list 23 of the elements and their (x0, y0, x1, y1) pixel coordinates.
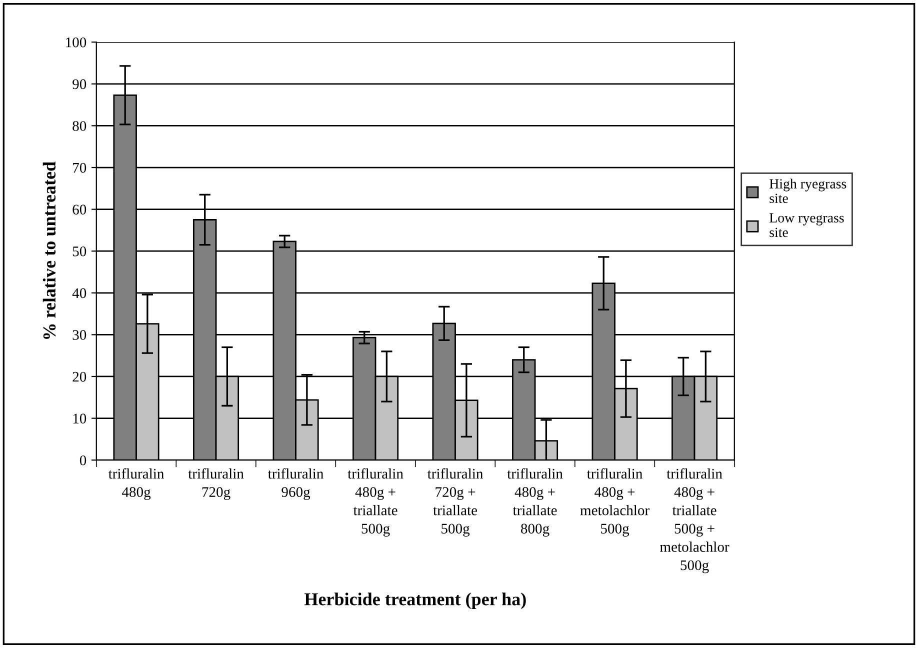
y-tick-label: 50 (72, 246, 86, 256)
legend-label: High ryegrass site (770, 178, 846, 204)
x-tick-label: trifluralin 480g + triallate 500g (348, 468, 404, 537)
y-tick-label: 100 (66, 37, 86, 48)
x-tick-label: trifluralin 480g + triallate 500g + metolachlor 500g (660, 468, 730, 574)
x-tick-label: trifluralin 480g (108, 468, 164, 500)
y-tick-label: 10 (73, 414, 86, 424)
x-tick-label: trifluralin 960g (268, 468, 324, 500)
y-tick-label: 60 (72, 204, 86, 215)
x-tick-label: trifluralin 480g + triallate 800g (507, 468, 563, 537)
y-tick-label: 0 (80, 455, 86, 466)
y-tick-label: 20 (72, 372, 86, 382)
y-tick-label: 80 (72, 121, 86, 131)
x-tick-label: trifluralin 720g (188, 468, 244, 500)
legend-label: Low ryegrass site (770, 213, 844, 238)
y-tick-label: 30 (72, 330, 86, 340)
y-tick-label: 40 (72, 288, 86, 298)
y-axis-title: % relative to untreated (42, 162, 56, 339)
x-axis-title: Herbicide treatment (per ha) (304, 592, 526, 610)
x-tick-label: trifluralin 480g + metolachlor 500g (580, 468, 650, 537)
y-tick-label: 70 (73, 162, 86, 173)
y-tick-label: 90 (72, 79, 86, 90)
x-tick-label: trifluralin 720g + triallate 500g (427, 468, 483, 537)
